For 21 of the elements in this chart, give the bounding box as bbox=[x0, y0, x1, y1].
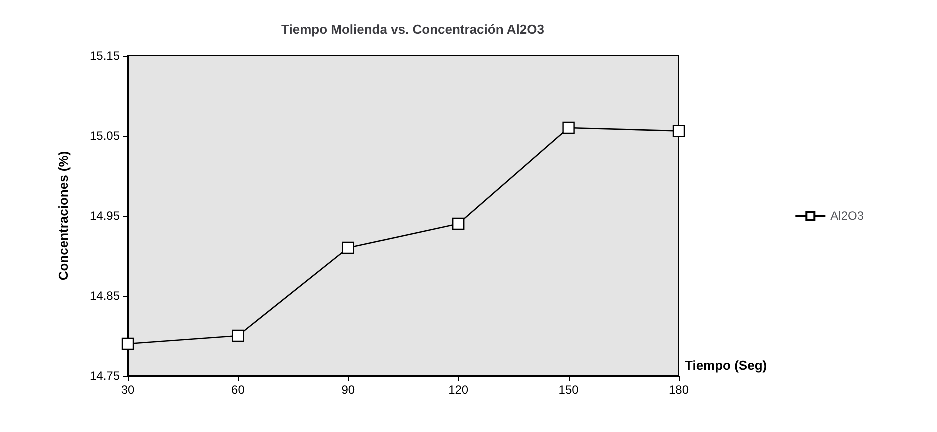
point bbox=[672, 125, 686, 138]
y-tick-label: 14.95 bbox=[90, 209, 120, 223]
x-tick-label: 30 bbox=[121, 383, 135, 397]
x-tick-label: 180 bbox=[668, 383, 690, 397]
chart-title: Tiempo Molienda vs. Concentración Al2O3 bbox=[282, 22, 544, 37]
x-tick-label: 60 bbox=[232, 383, 246, 397]
y-tick-label: 15.05 bbox=[90, 129, 120, 143]
point bbox=[232, 330, 244, 342]
y-axis-title: Concentraciones (%) bbox=[56, 151, 71, 281]
y-tick-label: 14.75 bbox=[90, 369, 120, 383]
x-tick-label: 120 bbox=[448, 383, 469, 397]
point bbox=[122, 338, 134, 350]
y-tick-label: 15.15 bbox=[90, 49, 120, 63]
point bbox=[452, 218, 465, 230]
x-tick-label: 150 bbox=[558, 383, 580, 397]
x-axis-title: Tiempo (Seg) bbox=[685, 358, 768, 373]
y-tick-label: 14.85 bbox=[90, 289, 120, 303]
point bbox=[342, 242, 354, 254]
point bbox=[562, 122, 575, 134]
legend-label: Al2O3 bbox=[830, 209, 864, 223]
x-tick-label: 90 bbox=[342, 383, 356, 397]
